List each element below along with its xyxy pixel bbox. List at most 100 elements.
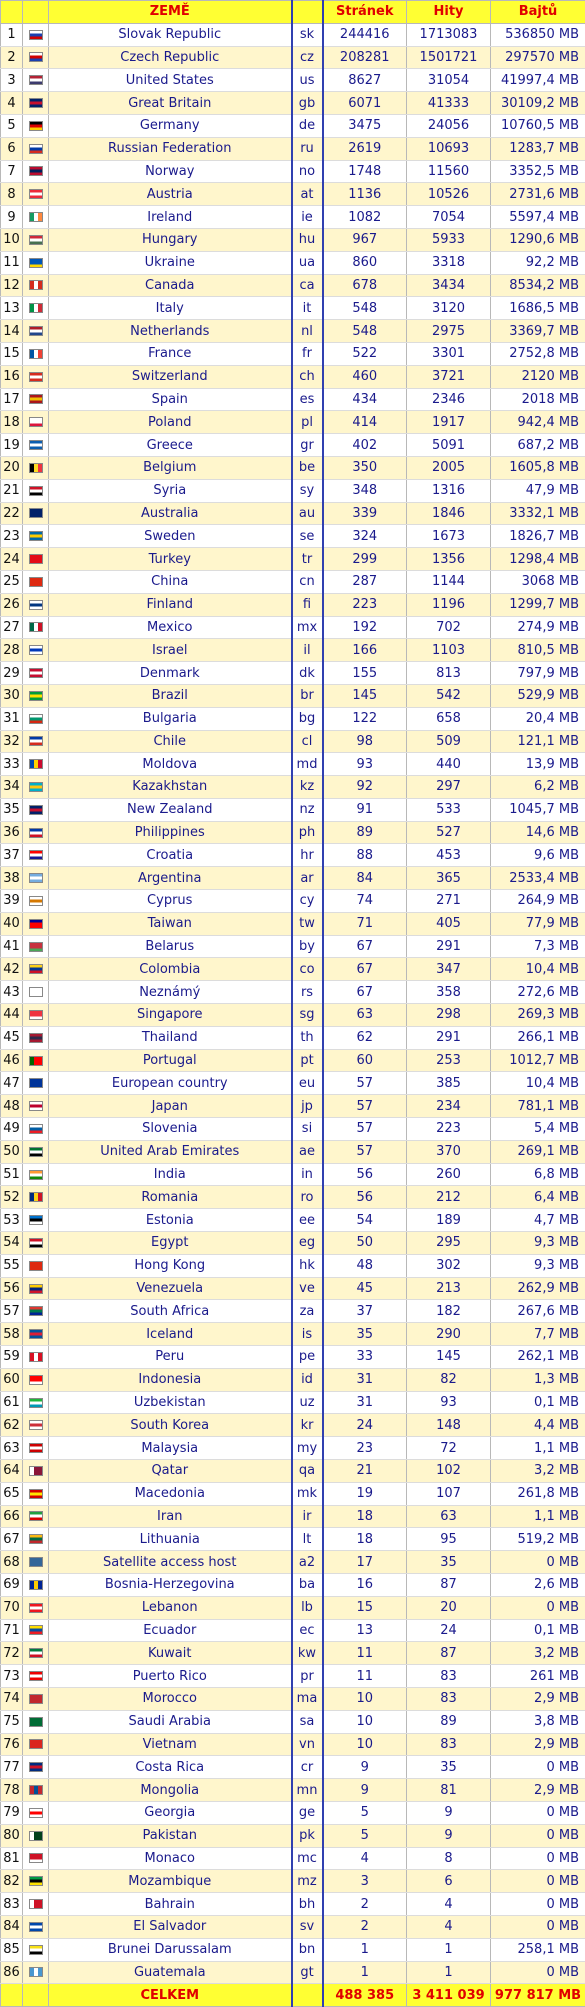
row-country: Bahrain <box>49 1893 292 1916</box>
row-rank: 36 <box>1 821 23 844</box>
row-flag-cell <box>23 1391 49 1414</box>
flag-icon-kr <box>29 1420 43 1430</box>
row-hits: 4 <box>407 1893 491 1916</box>
row-bytes: 2752,8 MB <box>491 342 585 365</box>
row-country: Egypt <box>49 1232 292 1255</box>
row-country: Ireland <box>49 206 292 229</box>
row-code: th <box>292 1026 323 1049</box>
row-bytes: 1,3 MB <box>491 1368 585 1391</box>
row-country: Mexico <box>49 616 292 639</box>
row-code: a2 <box>292 1551 323 1574</box>
row-pages: 9 <box>323 1756 407 1779</box>
row-flag-cell <box>23 912 49 935</box>
flag-icon-pk <box>29 1831 43 1841</box>
row-flag-cell <box>23 1095 49 1118</box>
flag-icon-is <box>29 1329 43 1339</box>
row-country: Bosnia-Herzegovina <box>49 1573 292 1596</box>
row-code: mz <box>292 1870 323 1893</box>
row-rank: 85 <box>1 1938 23 1961</box>
row-country: Turkey <box>49 548 292 571</box>
flag-icon-mk <box>29 1489 43 1499</box>
row-pages: 93 <box>323 753 407 776</box>
row-flag-cell <box>23 1961 49 1984</box>
row-pages: 1748 <box>323 160 407 183</box>
row-rank: 28 <box>1 639 23 662</box>
row-rank: 19 <box>1 434 23 457</box>
row-flag-cell <box>23 1870 49 1893</box>
row-bytes: 121,1 MB <box>491 730 585 753</box>
row-rank: 76 <box>1 1733 23 1756</box>
row-pages: 324 <box>323 525 407 548</box>
row-code: lb <box>292 1596 323 1619</box>
row-pages: 122 <box>323 707 407 730</box>
row-bytes: 1298,4 MB <box>491 548 585 571</box>
row-rank: 23 <box>1 525 23 548</box>
row-flag-cell <box>23 1186 49 1209</box>
row-code: my <box>292 1437 323 1460</box>
row-rank: 56 <box>1 1277 23 1300</box>
row-flag-cell <box>23 1847 49 1870</box>
row-flag-cell <box>23 981 49 1004</box>
row-code: is <box>292 1323 323 1346</box>
row-code: za <box>292 1300 323 1323</box>
row-pages: 287 <box>323 570 407 593</box>
row-country: Venezuela <box>49 1277 292 1300</box>
row-rank: 22 <box>1 502 23 525</box>
row-pages: 348 <box>323 479 407 502</box>
row-bytes: 1826,7 MB <box>491 525 585 548</box>
row-pages: 18 <box>323 1505 407 1528</box>
row-rank: 66 <box>1 1505 23 1528</box>
row-hits: 1316 <box>407 479 491 502</box>
row-code: de <box>292 114 323 137</box>
row-country: Macedonia <box>49 1482 292 1505</box>
row-bytes: 2533,4 MB <box>491 867 585 890</box>
row-pages: 678 <box>323 274 407 297</box>
row-country: Vietnam <box>49 1733 292 1756</box>
row-hits: 41333 <box>407 92 491 115</box>
row-bytes: 13,9 MB <box>491 753 585 776</box>
row-code: be <box>292 456 323 479</box>
row-bytes: 0 MB <box>491 1870 585 1893</box>
row-country: Norway <box>49 160 292 183</box>
row-code: ph <box>292 821 323 844</box>
row-hits: 385 <box>407 1072 491 1095</box>
row-code: ua <box>292 251 323 274</box>
flag-icon-bh <box>29 1899 43 1909</box>
row-flag-cell <box>23 1346 49 1369</box>
row-pages: 37 <box>323 1300 407 1323</box>
row-flag-cell <box>23 1254 49 1277</box>
row-hits: 813 <box>407 662 491 685</box>
row-code: dk <box>292 662 323 685</box>
row-pages: 4 <box>323 1847 407 1870</box>
row-hits: 440 <box>407 753 491 776</box>
row-hits: 2346 <box>407 388 491 411</box>
row-country: Colombia <box>49 958 292 981</box>
row-bytes: 9,3 MB <box>491 1254 585 1277</box>
row-country: El Salvador <box>49 1915 292 1938</box>
row-pages: 84 <box>323 867 407 890</box>
total-bytes: 977 817 MB <box>491 1984 585 2007</box>
total-code-cell <box>292 1984 323 2007</box>
flag-icon-pe <box>29 1352 43 1362</box>
row-pages: 11 <box>323 1665 407 1688</box>
row-code: hr <box>292 844 323 867</box>
row-pages: 223 <box>323 593 407 616</box>
flag-icon-gt <box>29 1967 43 1977</box>
row-code: gt <box>292 1961 323 1984</box>
row-bytes: 1686,5 MB <box>491 297 585 320</box>
row-flag-cell <box>23 1277 49 1300</box>
row-hits: 24 <box>407 1619 491 1642</box>
row-country: New Zealand <box>49 798 292 821</box>
row-country: Moldova <box>49 753 292 776</box>
row-bytes: 258,1 MB <box>491 1938 585 1961</box>
